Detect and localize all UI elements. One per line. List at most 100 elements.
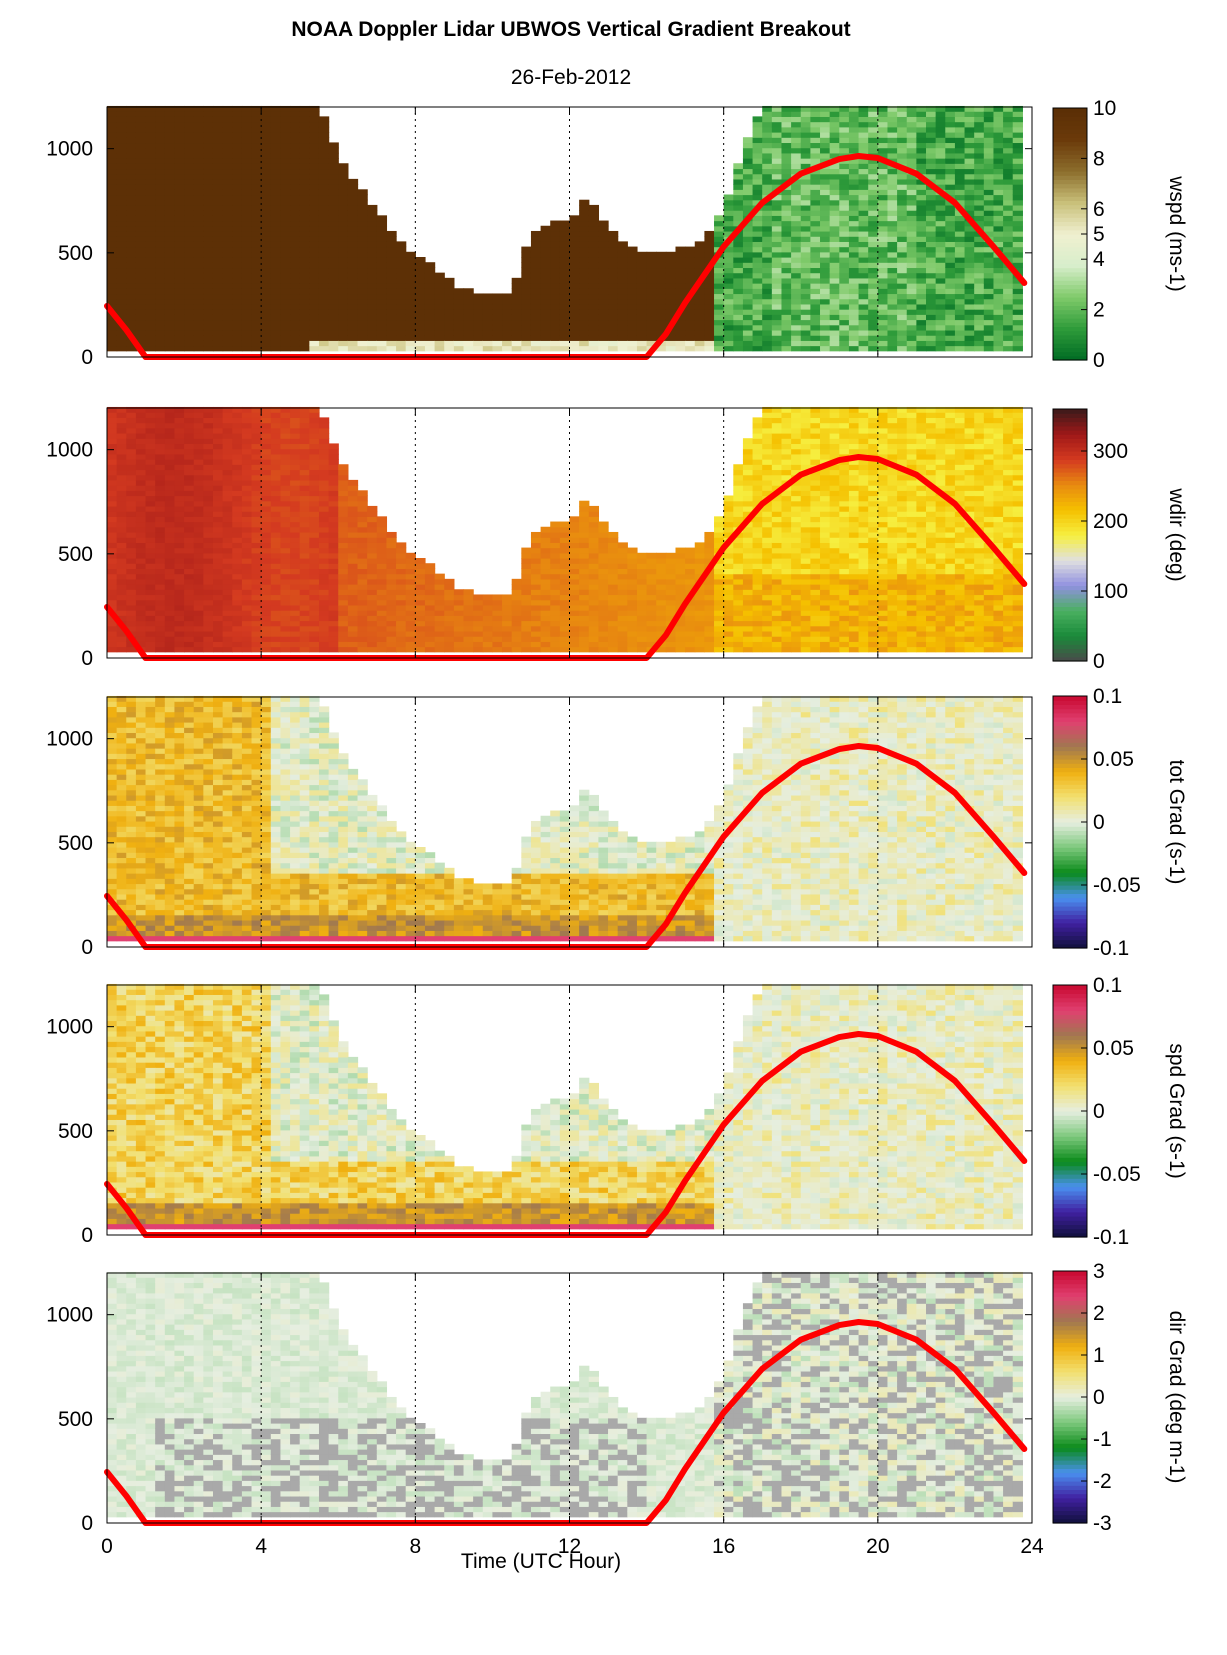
heatmap-cell — [145, 251, 156, 258]
heatmap-cell — [1003, 132, 1014, 138]
heatmap-cell — [145, 500, 156, 507]
heatmap-cell — [328, 641, 339, 648]
heatmap-cell — [193, 490, 204, 497]
heatmap-cell — [964, 111, 975, 117]
heatmap-cell — [251, 303, 262, 310]
heatmap-cell — [887, 215, 898, 222]
heatmap-cell — [800, 246, 811, 253]
heatmap-cell — [906, 345, 917, 352]
heatmap-cell — [126, 267, 137, 274]
heatmap-cell — [742, 303, 754, 310]
heatmap-cell — [155, 142, 166, 149]
heatmap-cell — [126, 505, 137, 512]
heatmap-cell — [858, 319, 869, 326]
heatmap-cell — [993, 152, 1004, 159]
heatmap-cell — [858, 329, 869, 336]
heatmap-cell — [232, 531, 243, 538]
heatmap-cell — [540, 293, 551, 300]
heatmap-cell — [299, 438, 310, 445]
heatmap-cell — [916, 111, 927, 117]
heatmap-cell — [164, 204, 176, 211]
heatmap-cell — [126, 620, 137, 627]
heatmap-cell — [444, 303, 455, 310]
heatmap-cell — [309, 184, 320, 190]
heatmap-cell — [839, 105, 850, 112]
heatmap-cell — [820, 236, 831, 242]
heatmap-cell — [251, 158, 262, 164]
heatmap-cell — [222, 646, 233, 653]
heatmap-cell — [386, 641, 397, 648]
heatmap-cell — [270, 537, 282, 543]
heatmap-cell — [126, 230, 137, 237]
heatmap-cell — [839, 241, 850, 248]
heatmap-cell — [521, 293, 532, 300]
heatmap-cell — [598, 340, 609, 347]
heatmap-cell — [897, 236, 908, 242]
heatmap-cell — [434, 298, 445, 305]
heatmap-cell — [338, 589, 349, 596]
y-tick-label: 500 — [58, 242, 93, 265]
heatmap-cell — [781, 314, 792, 321]
heatmap-cell — [203, 610, 214, 616]
heatmap-cell — [839, 116, 850, 123]
heatmap-cell — [184, 314, 195, 321]
heatmap-cell — [193, 474, 204, 481]
heatmap-cell — [569, 236, 580, 242]
heatmap-cell — [251, 241, 262, 248]
heatmap-cell — [135, 225, 147, 232]
heatmap-cell — [107, 516, 118, 523]
heatmap-cell — [270, 220, 282, 227]
heatmap-cell — [241, 594, 253, 601]
heatmap-cell — [318, 417, 330, 424]
heatmap-cell — [791, 147, 802, 154]
heatmap-cell — [232, 620, 243, 627]
heatmap-cell — [222, 474, 233, 481]
heatmap-cell — [309, 267, 320, 274]
heatmap-cell — [309, 340, 320, 347]
heatmap-cell — [241, 459, 253, 465]
heatmap-cell — [983, 189, 995, 196]
heatmap-cell — [762, 121, 773, 128]
heatmap-cell — [116, 257, 127, 263]
heatmap-cell — [559, 293, 571, 300]
heatmap-cell — [251, 173, 262, 180]
heatmap-cell — [164, 464, 176, 471]
heatmap-cell — [415, 568, 426, 575]
heatmap-cell — [193, 251, 204, 258]
heatmap-cell — [299, 604, 310, 611]
heatmap-cell — [540, 241, 551, 248]
heatmap-cell — [877, 204, 889, 211]
heatmap-cell — [608, 309, 619, 315]
colorbar-swatch — [1053, 166, 1087, 172]
heatmap-cell — [858, 168, 869, 175]
heatmap-cell — [155, 236, 166, 242]
heatmap-cell — [193, 267, 204, 274]
heatmap-cell — [203, 641, 214, 648]
heatmap-cell — [116, 531, 127, 538]
heatmap-cell — [926, 309, 937, 315]
heatmap-cell — [877, 293, 889, 300]
heatmap-cell — [983, 319, 995, 326]
heatmap-cell — [550, 335, 561, 341]
heatmap-cell — [155, 267, 166, 274]
heatmap-cell — [328, 277, 339, 284]
heatmap-cell — [318, 283, 330, 289]
heatmap-cell — [897, 257, 908, 263]
heatmap-cell — [318, 158, 330, 164]
heatmap-cell — [954, 329, 966, 336]
heatmap-cell — [338, 646, 349, 653]
heatmap-cell — [482, 324, 494, 331]
heatmap-cell — [636, 267, 648, 274]
heatmap-cell — [318, 126, 330, 133]
heatmap-cell — [752, 324, 763, 331]
heatmap-cell — [762, 152, 773, 159]
heatmap-cell — [164, 531, 176, 538]
heatmap-cell — [945, 288, 956, 295]
heatmap-cell — [184, 578, 195, 585]
heatmap-cell — [290, 422, 301, 429]
heatmap-cell — [338, 199, 349, 206]
heatmap-cell — [299, 189, 310, 196]
heatmap-cell — [771, 210, 783, 216]
heatmap-cell — [473, 599, 484, 606]
